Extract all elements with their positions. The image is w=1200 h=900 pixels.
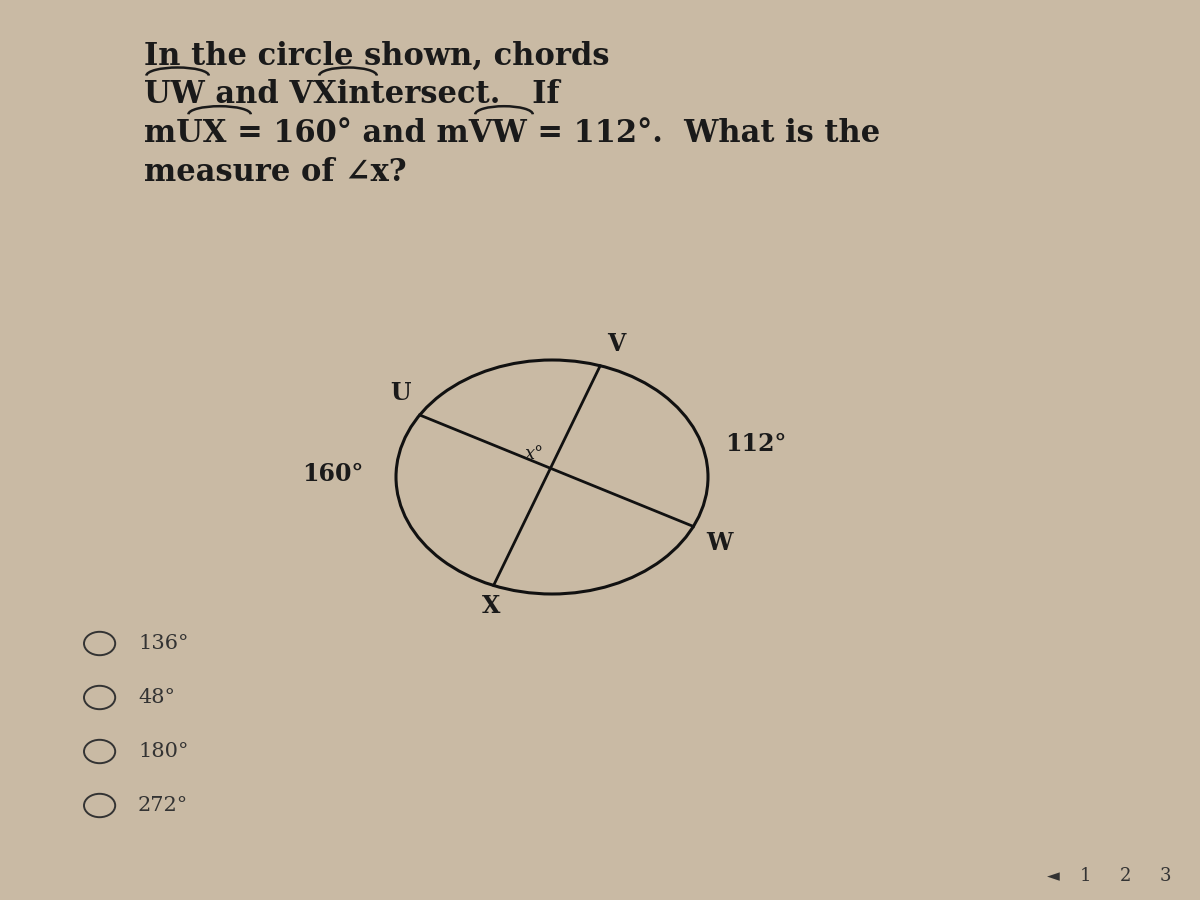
Text: W: W xyxy=(707,531,733,555)
Text: 272°: 272° xyxy=(138,796,188,815)
Text: x°: x° xyxy=(524,446,544,464)
Text: In the circle shown, chords: In the circle shown, chords xyxy=(144,40,610,71)
Text: 1: 1 xyxy=(1080,867,1092,885)
Text: UW and VXintersect.   If: UW and VXintersect. If xyxy=(144,79,559,110)
Text: 136°: 136° xyxy=(138,634,188,653)
Text: U: U xyxy=(390,382,412,405)
Text: 48°: 48° xyxy=(138,688,175,707)
Text: 180°: 180° xyxy=(138,742,188,761)
Text: X: X xyxy=(482,594,500,617)
Text: 160°: 160° xyxy=(302,462,364,486)
Text: measure of ∠x?: measure of ∠x? xyxy=(144,157,407,187)
Text: 112°: 112° xyxy=(725,432,787,456)
Text: 3: 3 xyxy=(1159,867,1171,885)
Text: V: V xyxy=(607,332,625,356)
Text: mUX = 160° and mVW = 112°.  What is the: mUX = 160° and mVW = 112°. What is the xyxy=(144,118,881,148)
Text: ◄: ◄ xyxy=(1048,867,1060,885)
Text: 2: 2 xyxy=(1120,867,1132,885)
